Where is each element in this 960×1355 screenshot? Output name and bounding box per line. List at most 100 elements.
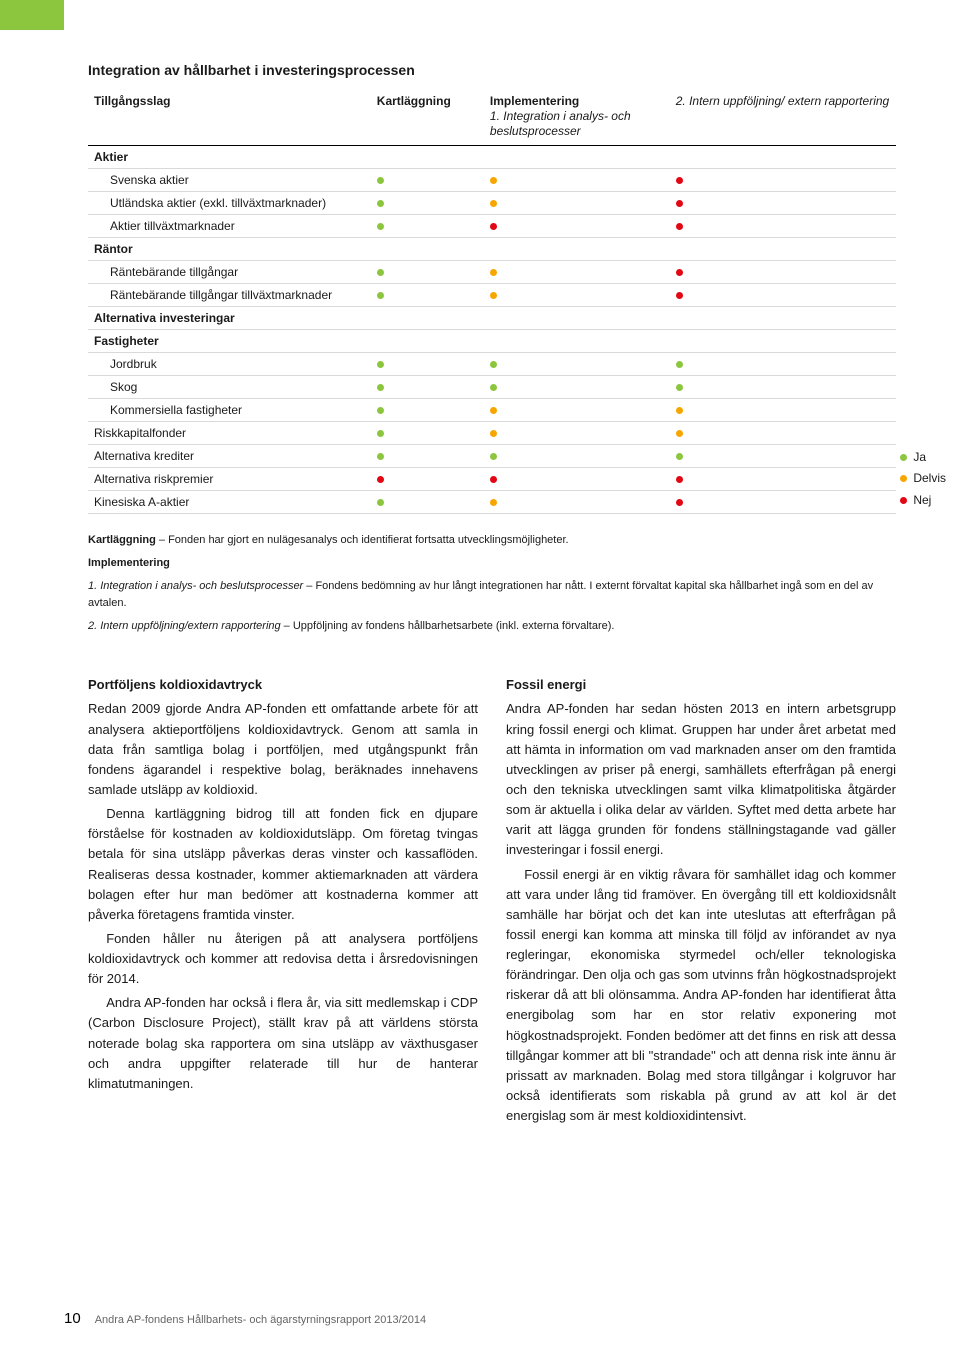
status-cell [484, 284, 670, 307]
status-dot-icon [490, 407, 497, 414]
footer-text: Andra AP-fondens Hållbarhets- och ägarst… [95, 1314, 426, 1326]
legend-label: Delvis [913, 468, 946, 490]
status-dot-icon [676, 177, 683, 184]
table-legend: JaDelvisNej [900, 447, 946, 512]
note-kartlaggning: Kartläggning – Fonden har gjort en nuläg… [88, 532, 896, 549]
header-asset-label: Tillgångsslag [94, 94, 170, 108]
status-dot-icon [490, 292, 497, 299]
status-cell [371, 399, 484, 422]
legend-dot-icon [900, 454, 907, 461]
status-cell [484, 353, 670, 376]
page-footer: 10 Andra AP-fondens Hållbarhets- och äga… [64, 1310, 426, 1327]
left-p2: Denna kartläggning bidrog till att fonde… [88, 804, 478, 925]
status-cell [670, 215, 896, 238]
header-impl-sub: 1. Integration i analys- och beslutsproc… [490, 109, 664, 139]
status-cell [484, 376, 670, 399]
status-cell [670, 169, 896, 192]
left-p4: Andra AP-fonden har också i flera år, vi… [88, 993, 478, 1094]
table-row: Aktier [88, 146, 896, 169]
status-dot-icon [490, 361, 497, 368]
status-cell [484, 169, 670, 192]
status-dot-icon [490, 476, 497, 483]
note-3-label: 2. Intern uppföljning/extern rapporterin… [88, 620, 281, 632]
status-cell [484, 422, 670, 445]
status-dot-icon [490, 453, 497, 460]
table-body: AktierSvenska aktierUtländska aktier (ex… [88, 146, 896, 514]
status-dot-icon [377, 476, 384, 483]
header-map: Kartläggning [371, 90, 484, 146]
note-1-label: Kartläggning [88, 534, 156, 546]
status-dot-icon [676, 430, 683, 437]
status-dot-icon [490, 269, 497, 276]
status-cell [484, 192, 670, 215]
left-heading: Portföljens koldioxidavtryck [88, 675, 478, 695]
status-cell [484, 491, 670, 514]
status-dot-icon [377, 361, 384, 368]
status-dot-icon [676, 292, 683, 299]
status-cell [670, 376, 896, 399]
body-columns: Portföljens koldioxidavtryck Redan 2009 … [88, 675, 896, 1130]
row-label: Aktier tillväxtmarknader [88, 215, 371, 238]
note-1-text: – Fonden har gjort en nulägesanalys och … [156, 534, 569, 546]
status-cell [371, 445, 484, 468]
group-label: Alternativa investeringar [88, 307, 896, 330]
status-cell [670, 399, 896, 422]
table-notes: Kartläggning – Fonden har gjort en nuläg… [88, 532, 896, 635]
table-row: Riskkapitalfonder [88, 422, 896, 445]
status-cell [670, 468, 896, 491]
legend-dot-icon [900, 475, 907, 482]
row-label: Kommersiella fastigheter [88, 399, 371, 422]
status-dot-icon [377, 407, 384, 414]
status-cell [371, 468, 484, 491]
legend-dot-icon [900, 497, 907, 504]
status-dot-icon [490, 499, 497, 506]
status-dot-icon [676, 407, 683, 414]
page-number: 10 [64, 1310, 81, 1327]
status-cell [670, 284, 896, 307]
status-cell [371, 169, 484, 192]
status-dot-icon [377, 292, 384, 299]
table-row: Räntor [88, 238, 896, 261]
status-cell [371, 491, 484, 514]
status-cell [484, 261, 670, 284]
group-label: Räntor [88, 238, 896, 261]
row-label: Riskkapitalfonder [88, 422, 371, 445]
row-label: Utländska aktier (exkl. tillväxtmarknade… [88, 192, 371, 215]
status-dot-icon [377, 499, 384, 506]
legend-label: Ja [913, 447, 926, 469]
table-row: Alternativa investeringar [88, 307, 896, 330]
table-row: Svenska aktier [88, 169, 896, 192]
status-cell [670, 353, 896, 376]
status-dot-icon [490, 200, 497, 207]
status-cell [484, 445, 670, 468]
status-dot-icon [676, 384, 683, 391]
accent-tab [0, 0, 64, 30]
status-dot-icon [377, 453, 384, 460]
table-row: Kommersiella fastigheter [88, 399, 896, 422]
status-cell [371, 284, 484, 307]
table-row: Alternativa riskpremier [88, 468, 896, 491]
group-label: Fastigheter [88, 330, 896, 353]
status-dot-icon [676, 200, 683, 207]
right-p1: Andra AP-fonden har sedan hösten 2013 en… [506, 699, 896, 860]
status-dot-icon [676, 453, 683, 460]
left-p1: Redan 2009 gjorde Andra AP-fonden ett om… [88, 699, 478, 800]
table-row: Utländska aktier (exkl. tillväxtmarknade… [88, 192, 896, 215]
status-cell [371, 422, 484, 445]
table-row: Jordbruk [88, 353, 896, 376]
status-dot-icon [490, 384, 497, 391]
status-cell [670, 192, 896, 215]
status-cell [371, 353, 484, 376]
header-asset: Tillgångsslag [88, 90, 371, 146]
right-p2: Fossil energi är en viktig råvara för sa… [506, 865, 896, 1127]
status-cell [371, 192, 484, 215]
status-dot-icon [377, 269, 384, 276]
section-title: Integration av hållbarhet i investerings… [88, 62, 896, 78]
status-dot-icon [377, 384, 384, 391]
table-row: Skog [88, 376, 896, 399]
status-cell [670, 445, 896, 468]
note-uppfoljning: 2. Intern uppföljning/extern rapporterin… [88, 618, 896, 635]
legend-item: Ja [900, 447, 946, 469]
table-row: Fastigheter [88, 330, 896, 353]
document-page: Integration av hållbarhet i investerings… [0, 0, 960, 1355]
